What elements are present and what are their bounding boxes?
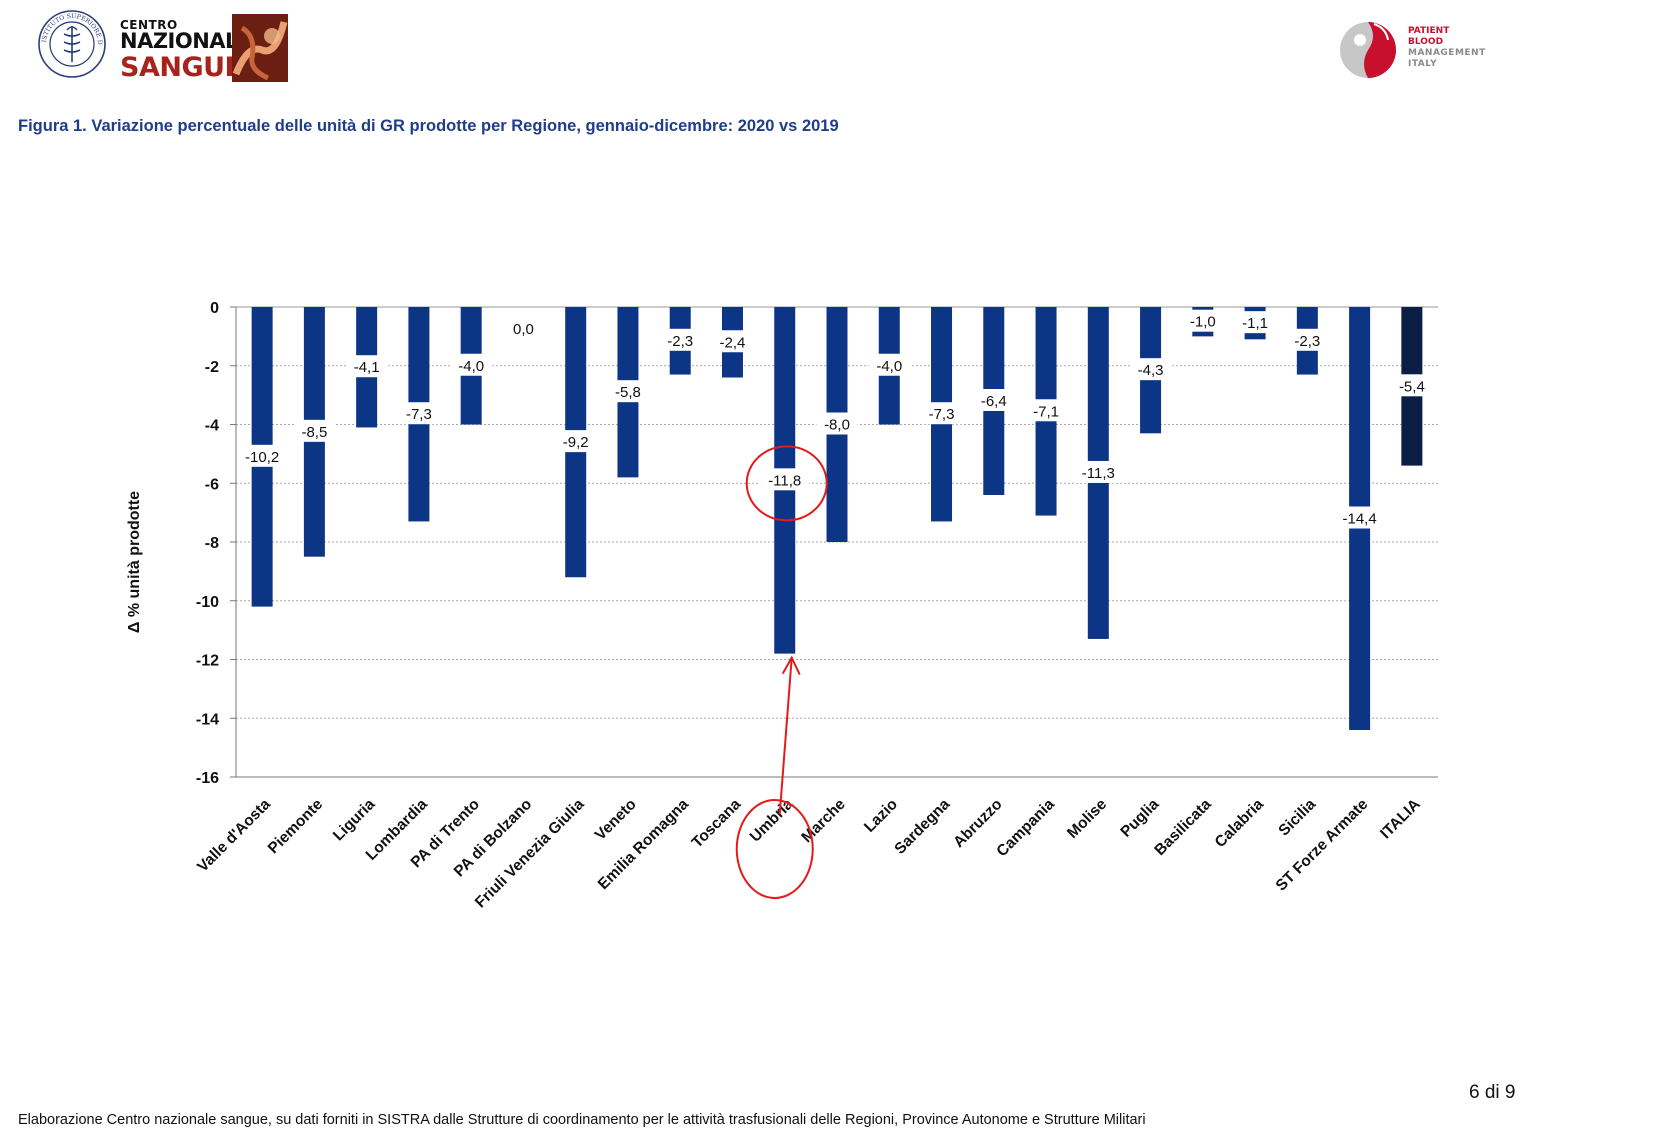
data-label-bg [760,468,810,491]
data-label: -5,4 [1399,378,1425,395]
data-label: -14,4 [1343,511,1377,528]
y-tick-label: -4 [205,418,219,435]
data-label-bg [816,412,858,435]
data-label: -11,8 [768,472,801,489]
x-category-label: Sardegna [891,796,953,858]
iss-seal-logo: ISTITUTO SUPERIORE DI SANITÀ [36,8,106,78]
y-tick-label: -12 [196,653,219,670]
x-category-label: ITALIA [1377,796,1424,843]
x-category-label: Puglia [1117,796,1162,841]
data-label-bg [1234,311,1276,334]
data-label: -7,3 [406,406,432,423]
data-label-bg [921,402,962,425]
y-tick-label: -8 [205,535,219,552]
data-label-bg [1073,460,1123,483]
data-label-bg [450,353,492,376]
data-label: -2,3 [667,333,693,350]
annotation-arrowhead [781,655,801,676]
cns-logo-artwork [232,14,288,82]
y-tick-label: -14 [196,711,219,728]
annotation-arrow [778,657,793,815]
data-label: -1,0 [1190,314,1216,331]
data-label-bg [507,317,540,340]
cns-logo-line3: SANGUE [120,52,243,83]
cns-logo-line2: NAZIONALE [120,29,252,53]
cns-logo: CENTRO NAZIONALE SANGUE [112,14,288,84]
data-label: -2,3 [1294,333,1320,350]
data-label: -8,5 [301,424,327,441]
pbm-logo: PATIENT BLOOD MANAGEMENT ITALY [1338,16,1498,80]
x-category-label: Valle d'Aosta [194,796,274,876]
data-label: -7,1 [1033,403,1059,420]
data-label-bg [1182,309,1224,332]
figure-title: Figura 1. Variazione percentuale delle u… [18,117,839,135]
data-label: -4,3 [1138,362,1164,379]
data-label-bg [712,330,753,353]
x-category-label: Sicilia [1275,796,1319,840]
x-category-label: Campania [993,796,1058,861]
data-label: -5,8 [615,384,641,401]
x-category-label: Veneto [592,796,640,844]
data-label: -1,1 [1242,315,1268,332]
data-label: -10,2 [245,449,279,466]
x-category-label: Abruzzo [950,796,1005,851]
data-label-bg [868,353,910,376]
annotation-circle-axis [735,799,814,899]
page-number: 6 di 9 [1469,1082,1516,1103]
data-labels: -10,2 -8,5 -4,1 -7,3 -4,0 0,0 -9,2 -5,8 -2,3 -2,4… [237,309,1433,529]
data-label-bg [293,419,335,442]
y-tick-label: -2 [205,359,219,376]
x-category-label: Calabria [1212,796,1268,852]
y-tick-label: -16 [196,770,219,787]
data-label: -8,0 [824,417,850,434]
data-label: -4,0 [458,358,484,375]
x-category-label: Basilicata [1151,796,1214,859]
y-tick-label: -10 [196,594,219,611]
page-header: ISTITUTO SUPERIORE DI SANITÀ CENTRO NAZI… [0,0,1654,110]
x-category-label: Liguria [330,796,379,845]
footer-note: Elaborazione Centro nazionale sangue, su… [18,1112,1146,1128]
y-axis-ticks: 0 -2 -4 -6 -8 -10 -12 -14 -16 [196,300,237,787]
data-label-bg [659,328,701,351]
y-axis-title: Δ % unità prodotte [126,491,143,633]
data-label: -11,3 [1082,465,1115,482]
annotation-marks [735,445,828,899]
data-label: -4,0 [876,358,902,375]
data-label: -6,4 [981,393,1007,410]
pbm-logo-text: PATIENT BLOOD MANAGEMENT ITALY [1408,26,1486,69]
y-tick-label: -6 [205,476,219,493]
data-label-bg [398,402,440,425]
pbm-logo-mark [1340,22,1396,78]
data-label: -7,3 [929,406,955,423]
x-category-label: Piemonte [265,796,327,858]
cns-logo-line1: CENTRO [120,18,178,32]
data-label: -9,2 [563,434,589,451]
x-category-label: Emilia Romagna [595,796,693,894]
x-category-label: ST Forze Armate [1273,796,1372,895]
annotation-circle-label [745,445,828,522]
data-label-bg [1130,358,1171,381]
data-label-bg [1391,374,1433,397]
data-label-bg [1335,506,1385,529]
data-label-bg [555,430,597,453]
x-category-label: Lazio [861,796,901,836]
data-label: -2,4 [720,334,746,351]
data-label-bg [237,444,287,467]
data-label-bg [607,380,649,403]
data-label-bg [973,389,1015,411]
y-tick-label: 0 [210,300,219,317]
x-category-label: Molise [1064,796,1110,842]
data-label: -4,1 [354,359,380,376]
chart-bars [251,307,1423,730]
data-label: 0,0 [513,321,534,338]
data-label-bg [1025,399,1067,422]
data-label-bg [346,355,388,378]
data-label-bg [1286,328,1328,351]
